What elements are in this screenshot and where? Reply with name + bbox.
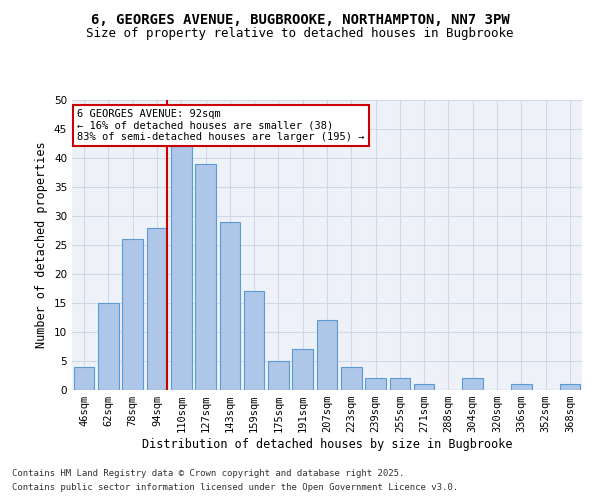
Bar [244,292,265,390]
X-axis label: Distribution of detached houses by size in Bugbrooke: Distribution of detached houses by size … [142,438,512,451]
Bar [365,378,386,390]
Bar [122,239,143,390]
Text: Contains public sector information licensed under the Open Government Licence v3: Contains public sector information licen… [12,484,458,492]
Bar [268,361,289,390]
Bar [220,222,240,390]
Bar [74,367,94,390]
Bar [414,384,434,390]
Bar [511,384,532,390]
Bar [389,378,410,390]
Bar [98,303,119,390]
Text: 6 GEORGES AVENUE: 92sqm
← 16% of detached houses are smaller (38)
83% of semi-de: 6 GEORGES AVENUE: 92sqm ← 16% of detache… [77,108,365,142]
Bar [171,146,191,390]
Bar [195,164,216,390]
Bar [317,320,337,390]
Bar [560,384,580,390]
Bar [146,228,167,390]
Bar [292,350,313,390]
Text: Size of property relative to detached houses in Bugbrooke: Size of property relative to detached ho… [86,28,514,40]
Text: 6, GEORGES AVENUE, BUGBROOKE, NORTHAMPTON, NN7 3PW: 6, GEORGES AVENUE, BUGBROOKE, NORTHAMPTO… [91,12,509,26]
Bar [463,378,483,390]
Text: Contains HM Land Registry data © Crown copyright and database right 2025.: Contains HM Land Registry data © Crown c… [12,468,404,477]
Bar [341,367,362,390]
Y-axis label: Number of detached properties: Number of detached properties [35,142,49,348]
